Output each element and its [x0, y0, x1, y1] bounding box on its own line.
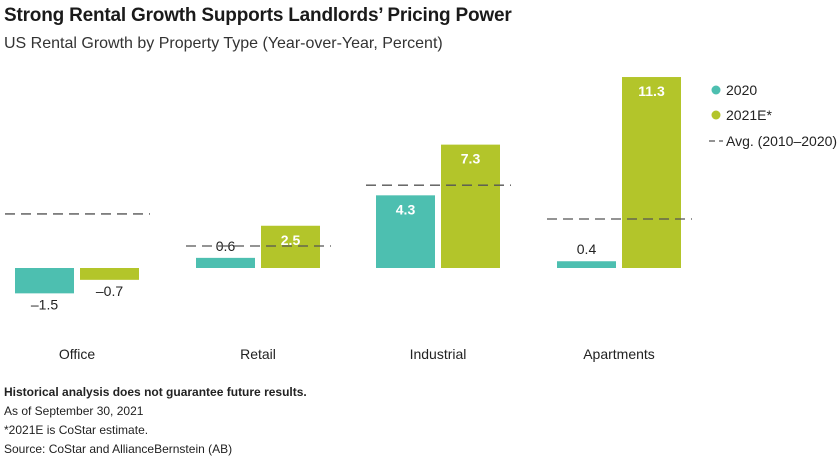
chart-subtitle: US Rental Growth by Property Type (Year-… [4, 35, 443, 52]
legend-label-2021e: 2021E* [726, 107, 772, 123]
footnote-estimate: *2021E is CoStar estimate. [4, 423, 149, 437]
bar-industrial-2021e [441, 144, 500, 268]
data-label-industrial-2021e: 7.3 [461, 151, 481, 167]
legend-label-2020: 2020 [726, 82, 757, 98]
legend-marker-2021e [711, 110, 721, 120]
bar-apartments-2020 [557, 261, 616, 268]
data-label-apartments-2021e: 11.3 [638, 83, 665, 99]
legend-marker-2020 [711, 85, 721, 95]
data-label-industrial-2020: 4.3 [396, 201, 416, 217]
category-label-retail: Retail [240, 346, 276, 362]
category-label-office: Office [59, 346, 96, 362]
category-label-industrial: Industrial [410, 346, 467, 362]
bar-office-2020 [15, 268, 74, 294]
footnote-date: As of September 30, 2021 [4, 404, 144, 418]
category-label-apartments: Apartments [583, 346, 655, 362]
data-label-apartments-2020: 0.4 [577, 241, 597, 257]
bar-retail-2021e [261, 225, 320, 268]
data-label-retail-2021e: 2.5 [281, 232, 301, 248]
bar-apartments-2021e [622, 77, 681, 268]
footnote-disclaimer: Historical analysis does not guarantee f… [4, 385, 307, 399]
data-label-office-2020: –1.5 [31, 296, 58, 312]
bar-industrial-2020 [376, 195, 435, 268]
chart-title: Strong Rental Growth Supports Landlords’… [4, 5, 512, 26]
bar-office-2021e [80, 268, 139, 280]
data-label-office-2021e: –0.7 [96, 283, 123, 299]
footnote-source: Source: CoStar and AllianceBernstein (AB… [4, 442, 233, 456]
legend-label-avg: Avg. (2010–2020) [726, 133, 837, 149]
bar-retail-2020 [196, 257, 255, 268]
